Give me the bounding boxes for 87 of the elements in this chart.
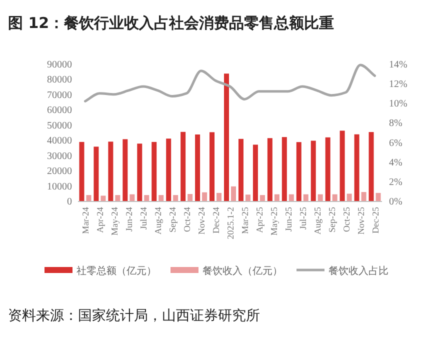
bar (238, 138, 244, 201)
bar (158, 195, 164, 201)
bar (318, 194, 323, 201)
y2-tick-label: 8% (389, 118, 402, 130)
bar (94, 146, 99, 201)
bar (260, 195, 265, 201)
y2-tick-label: 2% (389, 176, 402, 188)
x-tick-label: Aug-25 (312, 206, 322, 234)
bar (166, 138, 172, 201)
y-tick-label: 10000 (47, 181, 72, 192)
y2-tick-label: 4% (389, 157, 402, 168)
bar (354, 134, 360, 201)
x-tick-label: Jun-25 (283, 206, 294, 232)
legend-label: 餐饮收入占比 (328, 265, 388, 277)
x-tick-label: Apr-25 (254, 206, 264, 233)
x-tick-label: Mar-24 (80, 206, 91, 234)
bar (267, 138, 272, 201)
bar (231, 186, 236, 201)
bar (288, 194, 294, 201)
y2-tick-label: 6% (389, 138, 402, 149)
x-tick-label: 2025.1-2 (226, 207, 236, 240)
x-tick-label: Dec-25 (370, 206, 380, 234)
x-tick-label: Sep-25 (326, 206, 337, 232)
y-tick-label: 0 (67, 196, 72, 208)
bar (152, 142, 157, 201)
y-tick-label: 20000 (47, 166, 72, 178)
bar (224, 74, 229, 201)
y2-tick-label: 14% (389, 60, 408, 70)
bar (252, 144, 258, 201)
bar (122, 139, 128, 201)
line-series (84, 64, 376, 102)
bar (100, 196, 106, 201)
legend-label: 餐饮收入（亿元） (202, 265, 282, 277)
bar (303, 194, 308, 201)
y-tick-label: 90000 (47, 60, 72, 70)
bar (274, 194, 280, 201)
x-tick-label: Dec-24 (211, 206, 222, 234)
x-tick-label: Oct-24 (182, 206, 192, 232)
bar (216, 192, 222, 201)
y2-tick-label: 12% (389, 79, 408, 90)
bar (144, 195, 150, 201)
x-tick-label: Jul-25 (298, 206, 308, 230)
bar (332, 194, 338, 201)
y2-tick-label: 0% (389, 196, 402, 208)
bar (137, 144, 142, 201)
bar (282, 137, 287, 201)
bar (202, 192, 208, 201)
bar (376, 192, 381, 201)
bar (346, 194, 352, 201)
bar (245, 194, 250, 201)
bar (195, 134, 200, 201)
x-tick-label: May-25 (268, 206, 279, 236)
x-tick-label: Aug-24 (153, 206, 164, 234)
bar (340, 130, 345, 201)
bar (86, 195, 92, 201)
bar (310, 140, 316, 201)
x-tick-label: Jun-24 (124, 206, 134, 232)
bar (368, 132, 374, 201)
x-tick-label: Nov-24 (196, 206, 207, 234)
x-tick-label: Jul-24 (138, 206, 149, 230)
bar (79, 142, 84, 201)
bar (210, 132, 215, 201)
x-tick-label: Oct-25 (341, 206, 352, 232)
y-tick-label: 30000 (47, 150, 72, 162)
x-tick-label: Sep-24 (168, 206, 178, 232)
x-tick-label: May-24 (110, 206, 120, 236)
bar (361, 192, 366, 201)
bar (130, 194, 135, 201)
y2-tick-label: 10% (389, 98, 408, 110)
legend-label: 社零总额（亿元） (76, 265, 156, 277)
y-tick-label: 40000 (47, 136, 72, 147)
x-tick-label: Nov-25 (356, 206, 366, 234)
bar (108, 142, 114, 201)
y-tick-label: 60000 (47, 105, 72, 116)
chart-title: 图 12：餐饮行业收入占社会消费品零售总额比重 (8, 14, 334, 32)
bar (180, 132, 186, 201)
y-tick-label: 50000 (47, 120, 72, 132)
x-tick-label: Mar-25 (240, 206, 250, 234)
bar (188, 194, 193, 201)
bar (296, 142, 302, 201)
bar (325, 137, 330, 201)
text: 资料来源：国家统计局，山西证券研究所 (8, 308, 260, 324)
y-tick-label: 70000 (47, 90, 72, 101)
bar (115, 195, 120, 201)
y-tick-label: 80000 (47, 74, 72, 86)
x-tick-label: Apr-24 (95, 206, 106, 233)
bar (173, 195, 178, 201)
